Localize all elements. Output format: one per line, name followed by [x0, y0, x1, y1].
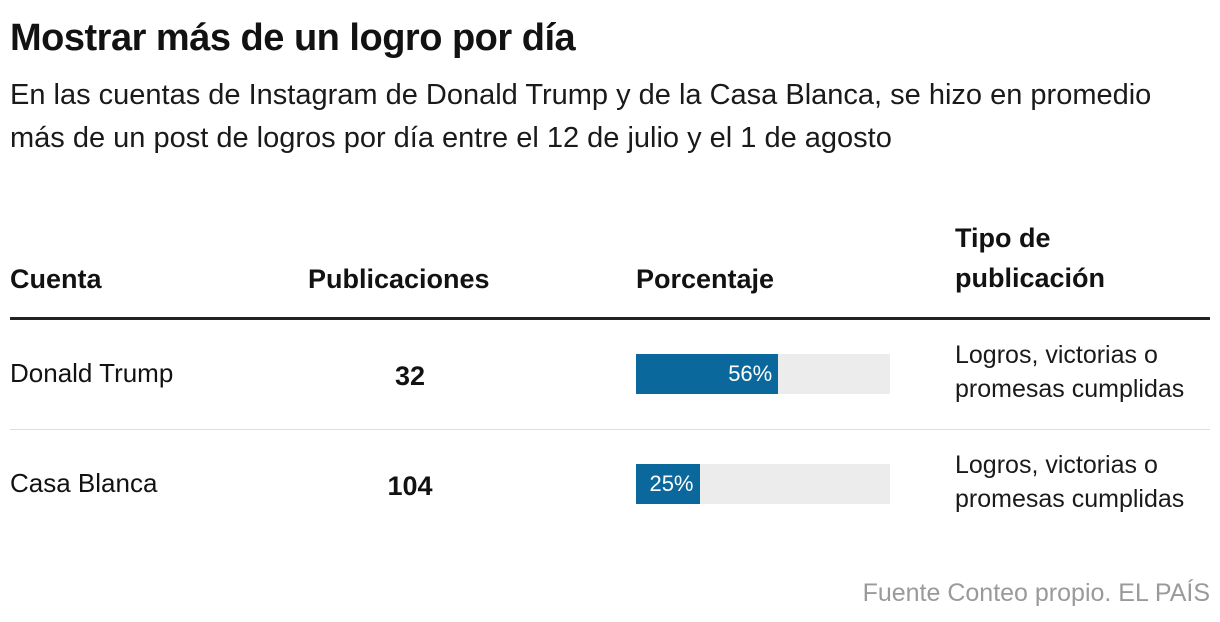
header-rule: [10, 317, 1210, 320]
column-header-percentage: Porcentaje: [636, 264, 775, 294]
percentage-label: 25%: [649, 471, 694, 496]
column-header-account: Cuenta: [10, 264, 102, 294]
type-cell: Logros, victorias o promesas cumplidas: [955, 451, 1185, 513]
percentage-bar-track: 56%: [636, 354, 890, 394]
type-cell: Logros, victorias o promesas cumplidas: [955, 341, 1185, 403]
chart-subtitle: En las cuentas de Instagram de Donald Tr…: [10, 79, 1152, 154]
source-note: Fuente Conteo propio. EL PAÍS: [862, 579, 1210, 607]
column-header-posts: Publicaciones: [308, 264, 490, 294]
table-row: Donald Trump 32 56% Logros, victorias o …: [0, 320, 1220, 430]
percentage-label: 56%: [728, 361, 773, 386]
posts-cell: 32: [394, 361, 426, 391]
account-cell: Casa Blanca: [10, 468, 158, 498]
chart-title: Mostrar más de un logro por día: [10, 17, 576, 59]
percentage-bar-track: 25%: [636, 464, 890, 504]
posts-cell: 104: [387, 471, 433, 501]
account-cell: Donald Trump: [10, 358, 174, 388]
percentage-bar: 56%: [636, 354, 779, 394]
row-divider: [10, 429, 1210, 430]
table-row: Casa Blanca 104 25% Logros, victorias o …: [0, 430, 1220, 540]
percentage-bar: 25%: [636, 464, 700, 504]
column-header-type: Tipo de publicación: [955, 223, 1106, 293]
